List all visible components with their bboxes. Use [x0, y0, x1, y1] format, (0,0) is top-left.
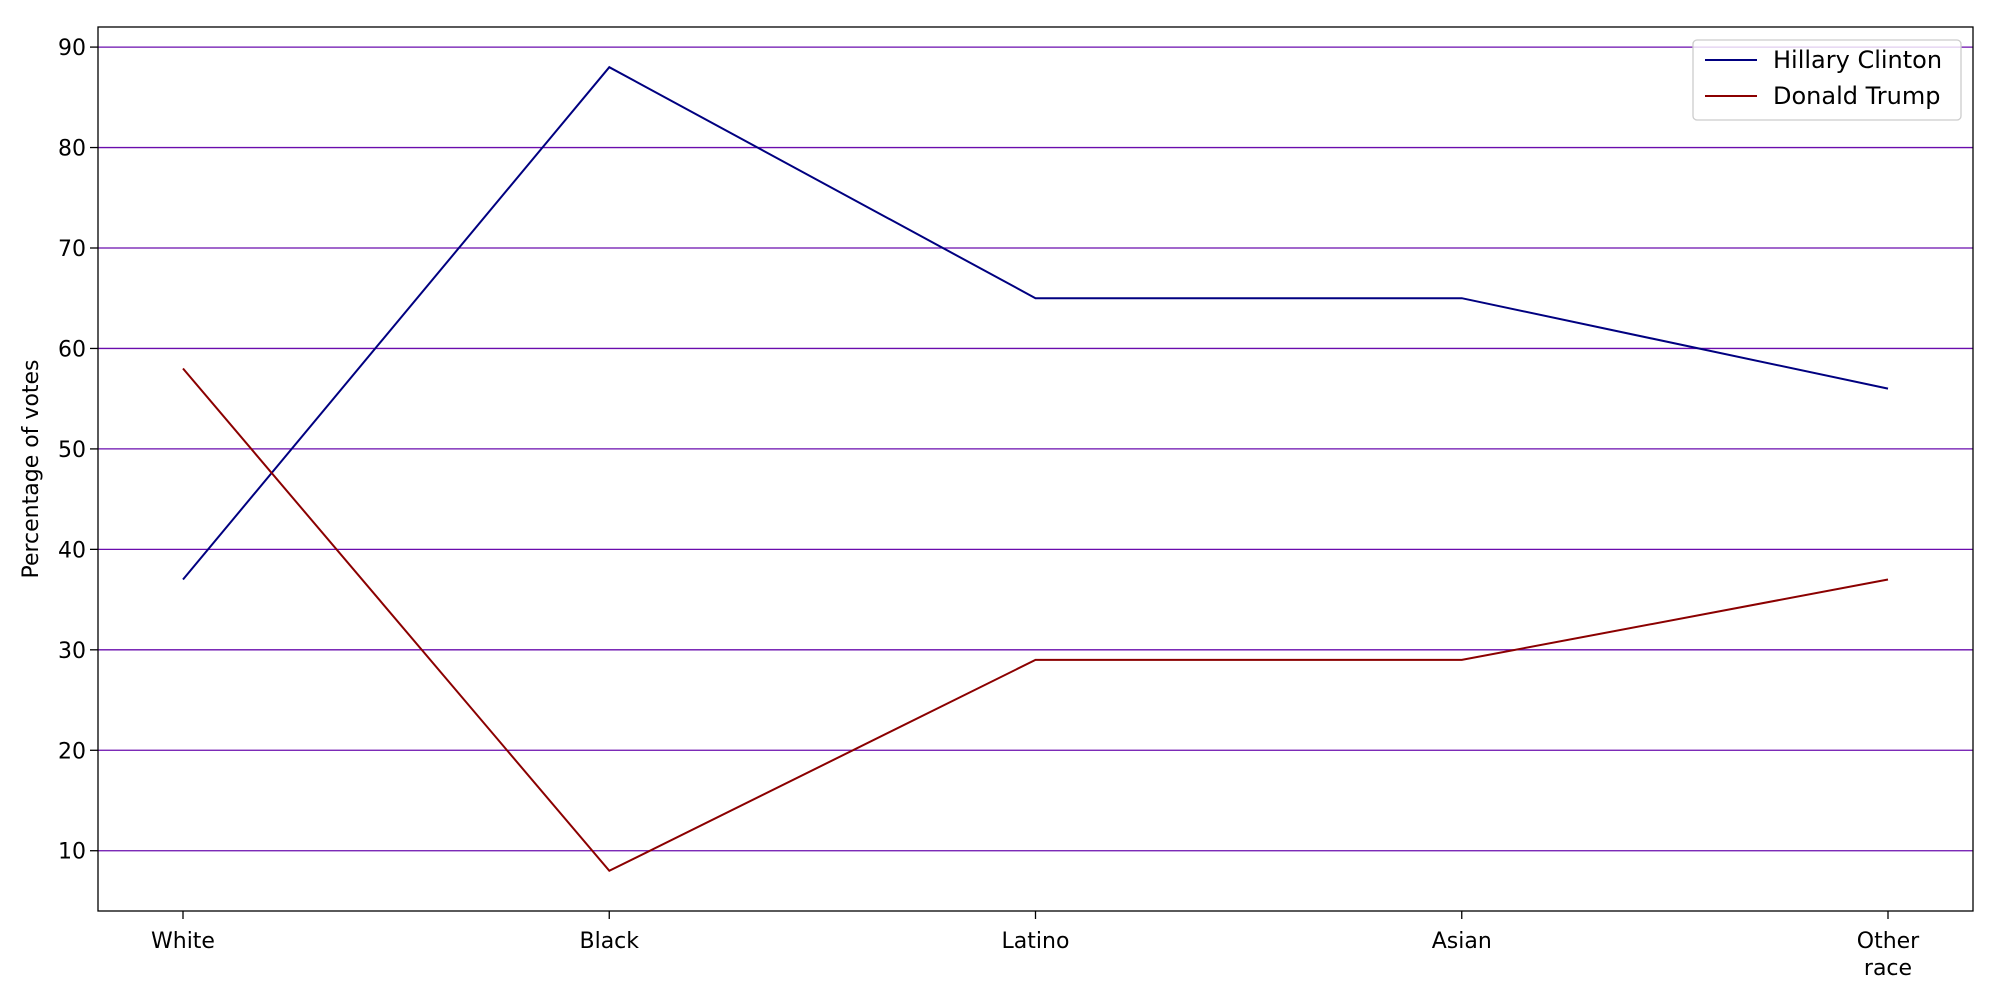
data-point — [608, 870, 610, 872]
y-axis-label: Percentage of votes — [19, 359, 44, 578]
series-line-hillary-clinton — [182, 65, 1889, 581]
series-line-donald-trump — [182, 367, 1889, 873]
x-tick-label: Black — [579, 929, 639, 954]
x-tick-label: Other race — [1857, 929, 1920, 981]
data-point — [1461, 297, 1463, 299]
data-point — [608, 66, 610, 68]
x-axis-ticks: White Black Latino Asian Other race — [151, 911, 1920, 981]
y-tick-label: 70 — [58, 237, 86, 262]
x-tick-label: Latino — [1002, 929, 1070, 954]
series-lines — [182, 65, 1889, 873]
y-tick-label: 80 — [58, 137, 86, 162]
y-tick-label: 50 — [58, 438, 86, 463]
data-point — [1887, 388, 1889, 390]
data-point — [1035, 659, 1037, 661]
data-point — [1035, 297, 1037, 299]
y-tick-label: 20 — [58, 739, 86, 764]
data-point — [1887, 579, 1889, 581]
legend-label: Hillary Clinton — [1773, 46, 1942, 74]
legend-label: Donald Trump — [1773, 82, 1940, 110]
y-tick-label: 90 — [58, 36, 86, 61]
data-point — [1461, 659, 1463, 661]
legend: Hillary Clinton Donald Trump — [1692, 39, 1962, 121]
x-tick-label: White — [151, 929, 215, 954]
data-point — [182, 368, 184, 370]
data-point — [182, 579, 184, 581]
y-tick-label: 40 — [58, 538, 86, 563]
y-tick-label: 30 — [58, 639, 86, 664]
gridlines — [98, 46, 1973, 852]
y-axis-ticks: 10 20 30 40 50 60 70 80 90 — [58, 36, 98, 865]
legend-box — [1692, 39, 1962, 121]
x-tick-label: Asian — [1432, 929, 1492, 954]
plot-frame — [97, 26, 1974, 912]
y-tick-label: 60 — [58, 337, 86, 362]
y-tick-label: 10 — [58, 840, 86, 865]
